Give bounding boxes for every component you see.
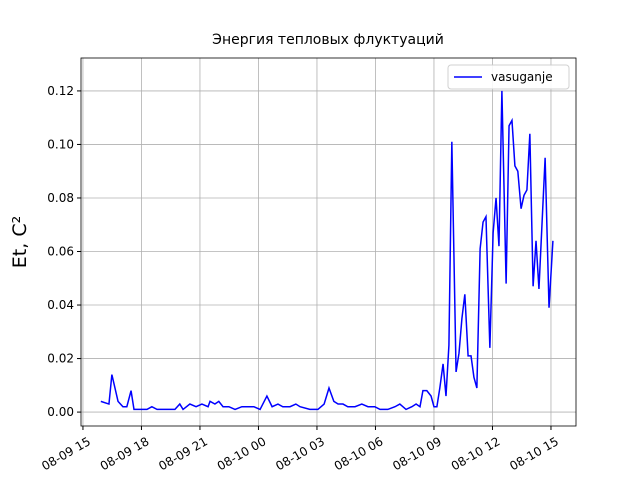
y-tick-label: 0.02 xyxy=(47,352,74,366)
x-tick-label: 08-10 00 xyxy=(215,434,269,473)
legend-label: vasuganje xyxy=(491,70,553,84)
y-tick-label: 0.10 xyxy=(47,137,74,151)
y-tick-label: 0.06 xyxy=(47,245,74,259)
y-tick-label: 0.08 xyxy=(47,191,74,205)
legend: vasuganje xyxy=(447,64,570,90)
data-line xyxy=(100,90,554,411)
legend-box xyxy=(447,64,570,90)
y-tick-label: 0.04 xyxy=(47,298,74,312)
y-tick-label: 0.12 xyxy=(47,84,74,98)
x-tick-label: 08-10 12 xyxy=(449,434,503,473)
x-tick-label: 08-10 15 xyxy=(507,434,561,473)
y-axis-label: Et, C² xyxy=(9,216,31,268)
plot-frame xyxy=(80,57,577,427)
x-tick-label: 08-10 03 xyxy=(273,434,327,473)
x-tick-label: 08-09 18 xyxy=(98,434,152,473)
x-tick-label: 08-09 21 xyxy=(156,434,210,473)
y-tick-label: 0.00 xyxy=(47,405,74,419)
x-tick-label: 08-10 06 xyxy=(332,434,386,473)
x-tick-label: 08-09 15 xyxy=(39,434,93,473)
chart-title: Энергия тепловых флуктуаций xyxy=(212,32,444,48)
x-tick-label: 08-10 09 xyxy=(390,434,444,473)
